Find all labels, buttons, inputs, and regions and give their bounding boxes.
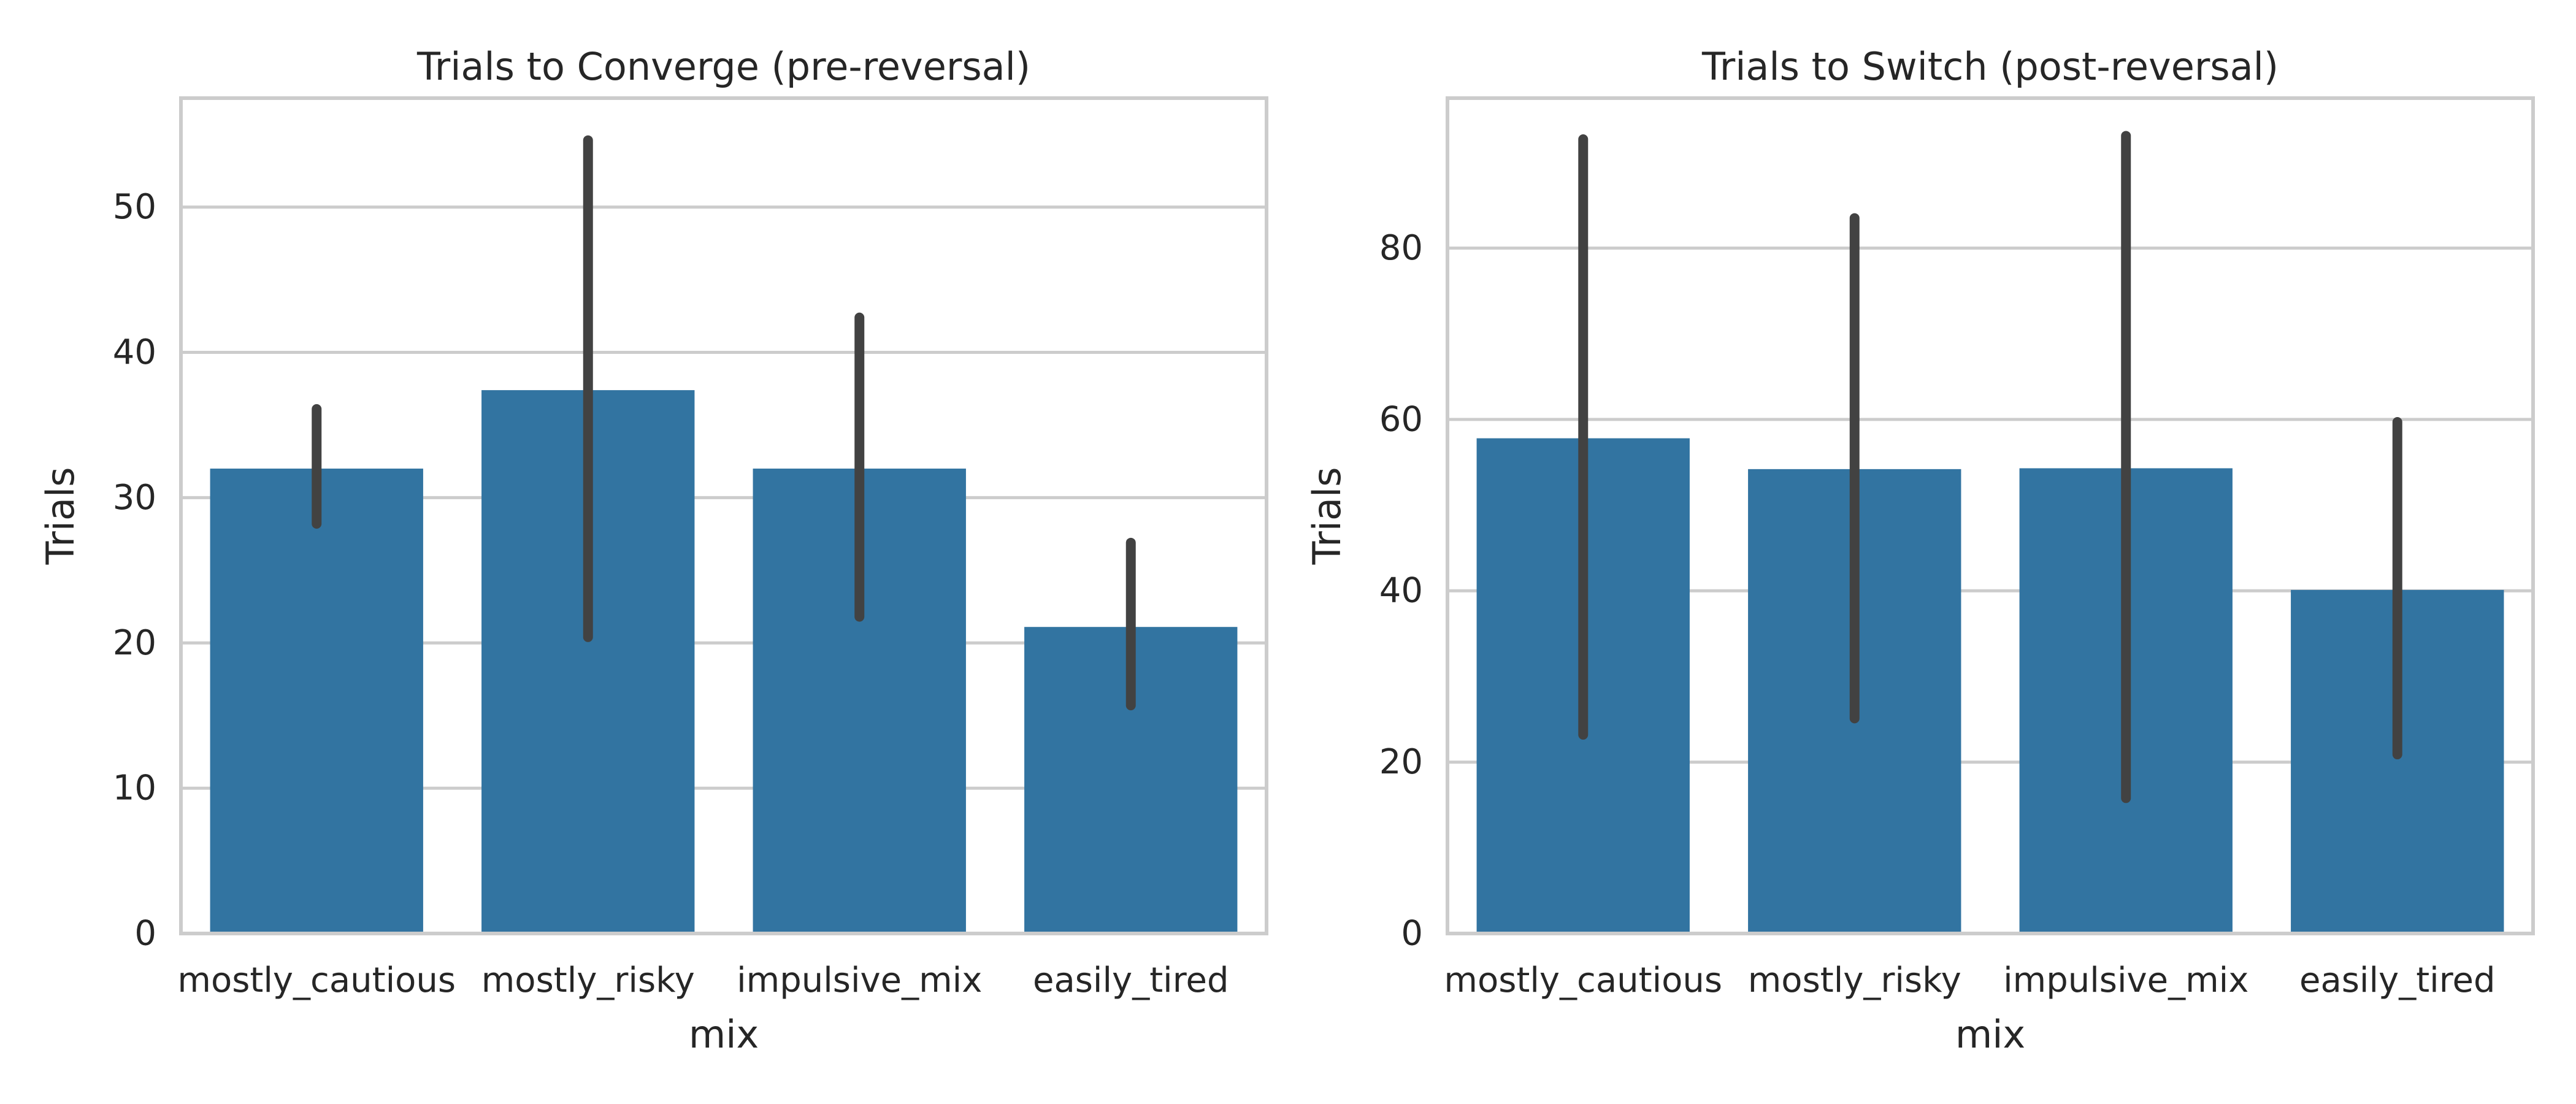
bar-mostly-cautious: [210, 469, 423, 933]
y-tick-label: 60: [1379, 399, 1423, 439]
x-tick-label: impulsive_mix: [737, 960, 982, 1000]
x-tick-label: mostly_risky: [481, 960, 695, 1000]
y-tick-label: 80: [1379, 228, 1423, 268]
chart-title: Trials to Converge (pre-reversal): [416, 44, 1030, 89]
y-tick-label: 30: [113, 478, 156, 518]
x-tick-label: mostly_cautious: [177, 960, 456, 1000]
chart-title: Trials to Switch (post-reversal): [1701, 44, 2279, 89]
x-tick-label: mostly_cautious: [1444, 960, 1722, 1000]
y-tick-label: 40: [113, 332, 156, 372]
y-tick-label: 0: [134, 914, 156, 954]
axes-frame: [1446, 96, 2535, 935]
panel-switch: 0 20 40 60 80 mostly_cautious mostly_risky imp…: [1305, 44, 2535, 1057]
x-axis-label: mix: [689, 1012, 759, 1057]
y-tick-label: 10: [113, 769, 156, 808]
y-tick-label: 40: [1379, 571, 1423, 611]
y-tick-label: 0: [1401, 914, 1423, 954]
y-tick-label: 20: [1379, 742, 1423, 782]
axes-frame: [179, 96, 1268, 935]
y-tick-label: 50: [113, 187, 156, 227]
y-tick-label: 20: [113, 623, 156, 663]
y-axis-label: Trials: [1305, 467, 1349, 565]
x-tick-label: impulsive_mix: [2003, 960, 2248, 1000]
x-tick-label: easily_tired: [2299, 960, 2496, 1000]
y-axis-label: Trials: [38, 467, 83, 565]
x-axis-label: mix: [1955, 1012, 2025, 1057]
panel-converge: 0 10 20 30 40 50 mostly_cautious mostly_risky i…: [38, 44, 1268, 1057]
x-tick-label: mostly_risky: [1748, 960, 1961, 1000]
x-tick-label: easily_tired: [1033, 960, 1229, 1000]
